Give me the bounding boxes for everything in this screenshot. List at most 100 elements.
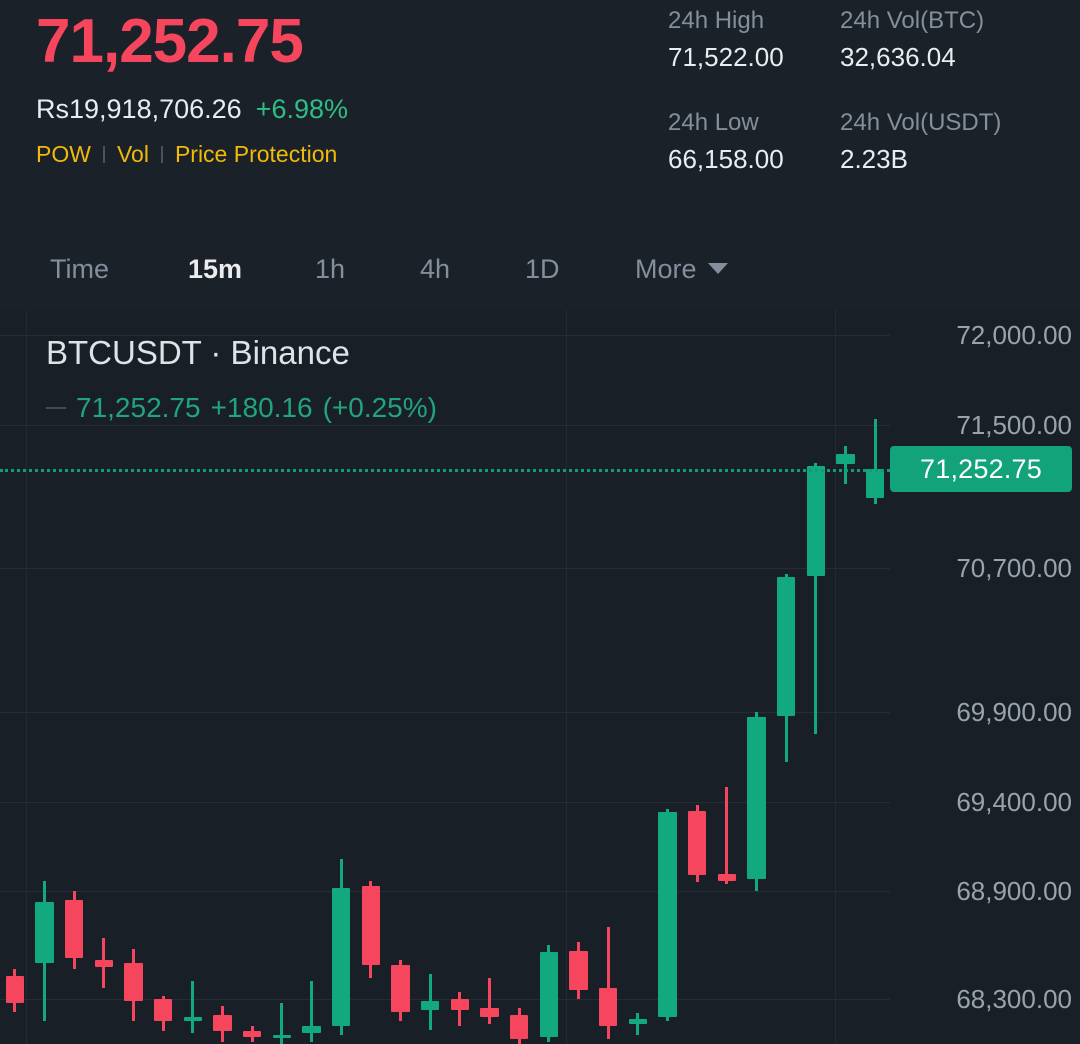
gridline-vertical [566, 310, 567, 1044]
candlestick [213, 310, 232, 1044]
candlestick [242, 310, 262, 1044]
candle-body [5, 975, 25, 1003]
candlestick [35, 310, 54, 1044]
price-axis-label: 69,400.00 [956, 786, 1072, 817]
candlestick [836, 310, 855, 1044]
stat-value: 32,636.04 [840, 42, 956, 72]
candle-wick [843, 446, 847, 485]
tab-4h[interactable]: 4h [420, 253, 451, 284]
candlestick [272, 310, 292, 1044]
candle-body [94, 959, 114, 967]
current-price-line [0, 469, 890, 473]
tag-pow[interactable]: POW [36, 141, 91, 167]
candlestick [124, 310, 143, 1044]
candle-body [64, 900, 84, 958]
candle-body [302, 1026, 321, 1034]
gridline-horizontal [0, 568, 890, 570]
candlestick [687, 310, 707, 1044]
last-price: 71,252.75 [36, 7, 304, 76]
candlestick [361, 310, 381, 1044]
candle-body [865, 468, 885, 499]
candle-body [124, 963, 143, 1001]
fiat-price: Rs19,918,706.26 [36, 94, 242, 124]
candlestick [450, 310, 470, 1044]
tag-price-protection[interactable]: Price Protection [174, 141, 338, 167]
candle-wick [814, 462, 818, 734]
gridline-horizontal [0, 424, 890, 426]
stat-label: 24h High [668, 7, 765, 34]
candle-body [836, 453, 855, 465]
gridline-horizontal [0, 801, 890, 803]
price-axis-label: 72,000.00 [956, 320, 1072, 351]
gridline-horizontal [0, 891, 890, 893]
candle-body [361, 886, 381, 966]
stat-24h-vol-btc: 24h Vol(BTC) 32,636.04 [840, 4, 1001, 76]
candlestick [806, 310, 826, 1044]
candle-body [153, 999, 173, 1021]
candle-body [806, 466, 826, 576]
gridline-vertical [835, 310, 836, 1044]
tag-separator [102, 146, 105, 163]
candlestick [747, 310, 766, 1044]
tab-1h[interactable]: 1h [315, 253, 346, 284]
price-subrow: Rs19,918,706.26 +6.98% [36, 94, 348, 125]
ticker-header: 71,252.75 Rs19,918,706.26 +6.98% POW Vol… [0, 0, 1080, 228]
stat-value: 66,158.00 [668, 144, 784, 174]
stat-label: 24h Low [668, 109, 759, 136]
price-chart[interactable]: BTCUSDT · Binance 71,252.75 +180.16 (+0.… [0, 310, 1080, 1044]
candle-body [450, 999, 470, 1010]
candle-body [183, 1017, 203, 1021]
market-stats: 24h High 71,522.00 24h Vol(BTC) 32,636.0… [668, 4, 1001, 178]
price-axis-label: 70,700.00 [956, 553, 1072, 584]
candle-wick [873, 419, 877, 504]
tag-vol[interactable]: Vol [116, 141, 149, 167]
candle-body [539, 952, 559, 1037]
candle-body [717, 873, 737, 881]
candle-body [331, 887, 351, 1027]
chart-plot-area[interactable] [0, 310, 890, 1044]
gridline-vertical [26, 310, 27, 1044]
chevron-down-icon [707, 262, 728, 274]
candle-body [509, 1015, 529, 1039]
candle-body [687, 810, 707, 876]
candlestick [658, 310, 677, 1044]
price-axis-label: 69,900.00 [956, 696, 1072, 727]
candle-wick [309, 981, 313, 1043]
candlestick [5, 310, 25, 1044]
price-axis-label: 68,300.00 [956, 984, 1072, 1015]
percent-change: +6.98% [255, 94, 348, 124]
candle-body [391, 965, 410, 1012]
candlestick [153, 310, 173, 1044]
stat-24h-vol-usdt: 24h Vol(USDT) 2.23B [840, 106, 1001, 178]
tab-more[interactable]: More [635, 254, 728, 285]
candle-wick [280, 1002, 284, 1044]
candle-body [658, 812, 677, 1018]
candlestick [480, 310, 499, 1044]
candlestick [628, 310, 648, 1044]
tab-more-label: More [635, 253, 697, 284]
candle-body [213, 1015, 232, 1032]
tab-1d[interactable]: 1D [525, 253, 560, 284]
candle-body [598, 988, 618, 1027]
candle-body [420, 1000, 440, 1010]
price-block: 71,252.75 Rs19,918,706.26 +6.98% POW Vol… [36, 4, 348, 168]
stat-label: 24h Vol(USDT) [840, 109, 1002, 136]
candlestick [331, 310, 351, 1044]
stat-24h-high: 24h High 71,522.00 [668, 4, 840, 76]
tag-separator [160, 146, 163, 163]
candle-body [480, 1008, 499, 1018]
current-price-badge: 71,252.75 [890, 446, 1072, 493]
candle-wick [487, 977, 491, 1025]
candle-wick [725, 787, 729, 885]
stat-label: 24h Vol(BTC) [840, 7, 985, 34]
tab-15m[interactable]: 15m [188, 253, 243, 284]
candlestick [776, 310, 796, 1044]
candlestick [183, 310, 203, 1044]
candlestick [539, 310, 559, 1044]
candle-wick [606, 927, 610, 1039]
candlestick [64, 310, 84, 1044]
candlestick [420, 310, 440, 1044]
candlestick [302, 310, 321, 1044]
tab-time[interactable]: Time [50, 253, 109, 284]
stat-value: 71,522.00 [668, 42, 784, 72]
